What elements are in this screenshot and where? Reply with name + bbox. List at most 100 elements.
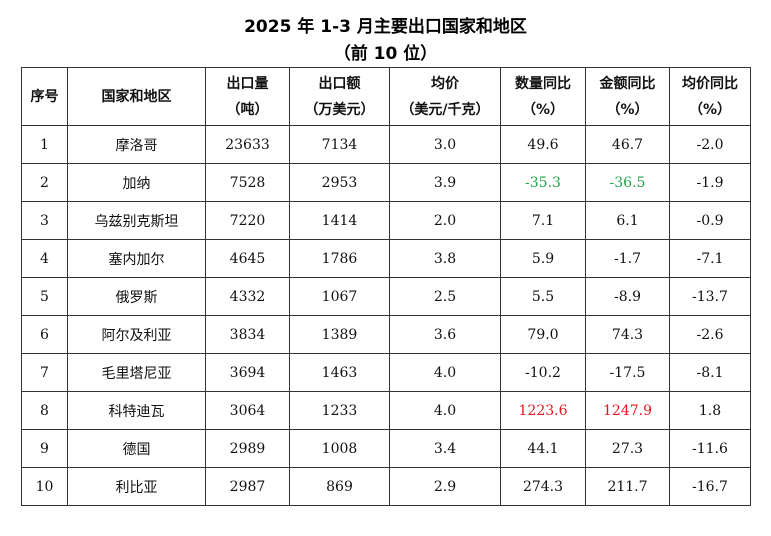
rank-cell: 7: [21, 353, 68, 392]
value-cell: 7134: [289, 125, 390, 164]
title-line-1: 2025 年 1-3 月主要出口国家和地区: [244, 17, 527, 37]
volume-cell: 3694: [205, 353, 290, 392]
rank-cell: 9: [21, 429, 68, 468]
volume-cell: 4645: [205, 239, 290, 278]
table-row: 6 阿尔及利亚 3834 1389 3.6 79.0 74.3 -2.6: [21, 315, 751, 354]
table-title: 2025 年 1-3 月主要出口国家和地区 （前 10 位）: [0, 14, 771, 68]
volume-yoy-cell: 274.3: [500, 467, 586, 506]
price-yoy-cell: -13.7: [669, 277, 751, 316]
country-cell: 摩洛哥: [67, 125, 206, 164]
rank-cell: 6: [21, 315, 68, 354]
volume-cell: 23633: [205, 125, 290, 164]
price-yoy-cell: 1.8: [669, 391, 751, 430]
value-yoy-cell: 74.3: [585, 315, 670, 354]
rank-cell: 2: [21, 163, 68, 202]
country-cell: 毛里塔尼亚: [67, 353, 206, 392]
table-row: 3 乌兹别克斯坦 7220 1414 2.0 7.1 6.1 -0.9: [21, 201, 751, 240]
export-table: 序号 国家和地区 出口量 （吨） 出口额 （万美元） 均价 （美元/千克） 数量同比（…: [21, 67, 751, 506]
country-cell: 乌兹别克斯坦: [67, 201, 206, 240]
value-cell: 1463: [289, 353, 390, 392]
volume-cell: 3834: [205, 315, 290, 354]
price-cell: 2.9: [389, 467, 501, 506]
volume-yoy-cell: 44.1: [500, 429, 586, 468]
price-yoy-cell: -7.1: [669, 239, 751, 278]
volume-cell: 4332: [205, 277, 290, 316]
country-cell: 塞内加尔: [67, 239, 206, 278]
header-rank: 序号: [21, 67, 68, 126]
value-cell: 869: [289, 467, 390, 506]
header-value: 出口额 （万美元）: [289, 67, 390, 126]
rank-cell: 8: [21, 391, 68, 430]
country-cell: 俄罗斯: [67, 277, 206, 316]
price-yoy-cell: -1.9: [669, 163, 751, 202]
price-yoy-cell: -2.6: [669, 315, 751, 354]
value-yoy-cell: 27.3: [585, 429, 670, 468]
header-price-yoy: 均价同比 （%）: [669, 67, 751, 126]
table-row: 10 利比亚 2987 869 2.9 274.3 211.7 -16.7: [21, 467, 751, 506]
country-cell: 德国: [67, 429, 206, 468]
volume-yoy-cell: 7.1: [500, 201, 586, 240]
volume-cell: 3064: [205, 391, 290, 430]
price-cell: 2.5: [389, 277, 501, 316]
volume-cell: 2989: [205, 429, 290, 468]
header-country: 国家和地区: [67, 67, 206, 126]
volume-yoy-cell: 5.5: [500, 277, 586, 316]
country-cell: 利比亚: [67, 467, 206, 506]
volume-yoy-cell: 5.9: [500, 239, 586, 278]
volume-yoy-cell: -10.2: [500, 353, 586, 392]
value-yoy-cell: -8.9: [585, 277, 670, 316]
price-cell: 3.9: [389, 163, 501, 202]
country-cell: 阿尔及利亚: [67, 315, 206, 354]
value-cell: 1786: [289, 239, 390, 278]
price-cell: 3.4: [389, 429, 501, 468]
value-yoy-cell: 211.7: [585, 467, 670, 506]
rank-cell: 3: [21, 201, 68, 240]
value-yoy-cell: -1.7: [585, 239, 670, 278]
value-yoy-cell: -36.5: [585, 163, 670, 202]
table-row: 5 俄罗斯 4332 1067 2.5 5.5 -8.9 -13.7: [21, 277, 751, 316]
price-yoy-cell: -16.7: [669, 467, 751, 506]
volume-cell: 7528: [205, 163, 290, 202]
value-yoy-cell: 46.7: [585, 125, 670, 164]
value-cell: 1414: [289, 201, 390, 240]
volume-yoy-cell: -35.3: [500, 163, 586, 202]
volume-yoy-cell: 49.6: [500, 125, 586, 164]
price-cell: 3.8: [389, 239, 501, 278]
header-value-yoy: 金额同比 （%）: [585, 67, 670, 126]
table-row: 8 科特迪瓦 3064 1233 4.0 1223.6 1247.9 1.8: [21, 391, 751, 430]
table-row: 1 摩洛哥 23633 7134 3.0 49.6 46.7 -2.0: [21, 125, 751, 164]
volume-cell: 2987: [205, 467, 290, 506]
price-cell: 4.0: [389, 353, 501, 392]
value-cell: 1008: [289, 429, 390, 468]
header-price: 均价 （美元/千克）: [389, 67, 501, 126]
rank-cell: 1: [21, 125, 68, 164]
price-yoy-cell: -0.9: [669, 201, 751, 240]
value-cell: 1233: [289, 391, 390, 430]
price-cell: 2.0: [389, 201, 501, 240]
value-cell: 1067: [289, 277, 390, 316]
price-cell: 3.0: [389, 125, 501, 164]
value-yoy-cell: 6.1: [585, 201, 670, 240]
rank-cell: 10: [21, 467, 68, 506]
rank-cell: 5: [21, 277, 68, 316]
header-row: 序号 国家和地区 出口量 （吨） 出口额 （万美元） 均价 （美元/千克） 数量同比（…: [21, 67, 751, 126]
header-volume: 出口量 （吨）: [205, 67, 290, 126]
price-yoy-cell: -2.0: [669, 125, 751, 164]
header-volume-yoy: 数量同比 （%）: [500, 67, 586, 126]
title-line-2: （前 10 位）: [333, 44, 438, 64]
table-row: 7 毛里塔尼亚 3694 1463 4.0 -10.2 -17.5 -8.1: [21, 353, 751, 392]
value-yoy-cell: -17.5: [585, 353, 670, 392]
table-row: 9 德国 2989 1008 3.4 44.1 27.3 -11.6: [21, 429, 751, 468]
value-yoy-cell: 1247.9: [585, 391, 670, 430]
price-yoy-cell: -8.1: [669, 353, 751, 392]
value-cell: 1389: [289, 315, 390, 354]
price-cell: 4.0: [389, 391, 501, 430]
rank-cell: 4: [21, 239, 68, 278]
volume-cell: 7220: [205, 201, 290, 240]
table-row: 2 加纳 7528 2953 3.9 -35.3 -36.5 -1.9: [21, 163, 751, 202]
volume-yoy-cell: 1223.6: [500, 391, 586, 430]
country-cell: 加纳: [67, 163, 206, 202]
country-cell: 科特迪瓦: [67, 391, 206, 430]
value-cell: 2953: [289, 163, 390, 202]
table-row: 4 塞内加尔 4645 1786 3.8 5.9 -1.7 -7.1: [21, 239, 751, 278]
